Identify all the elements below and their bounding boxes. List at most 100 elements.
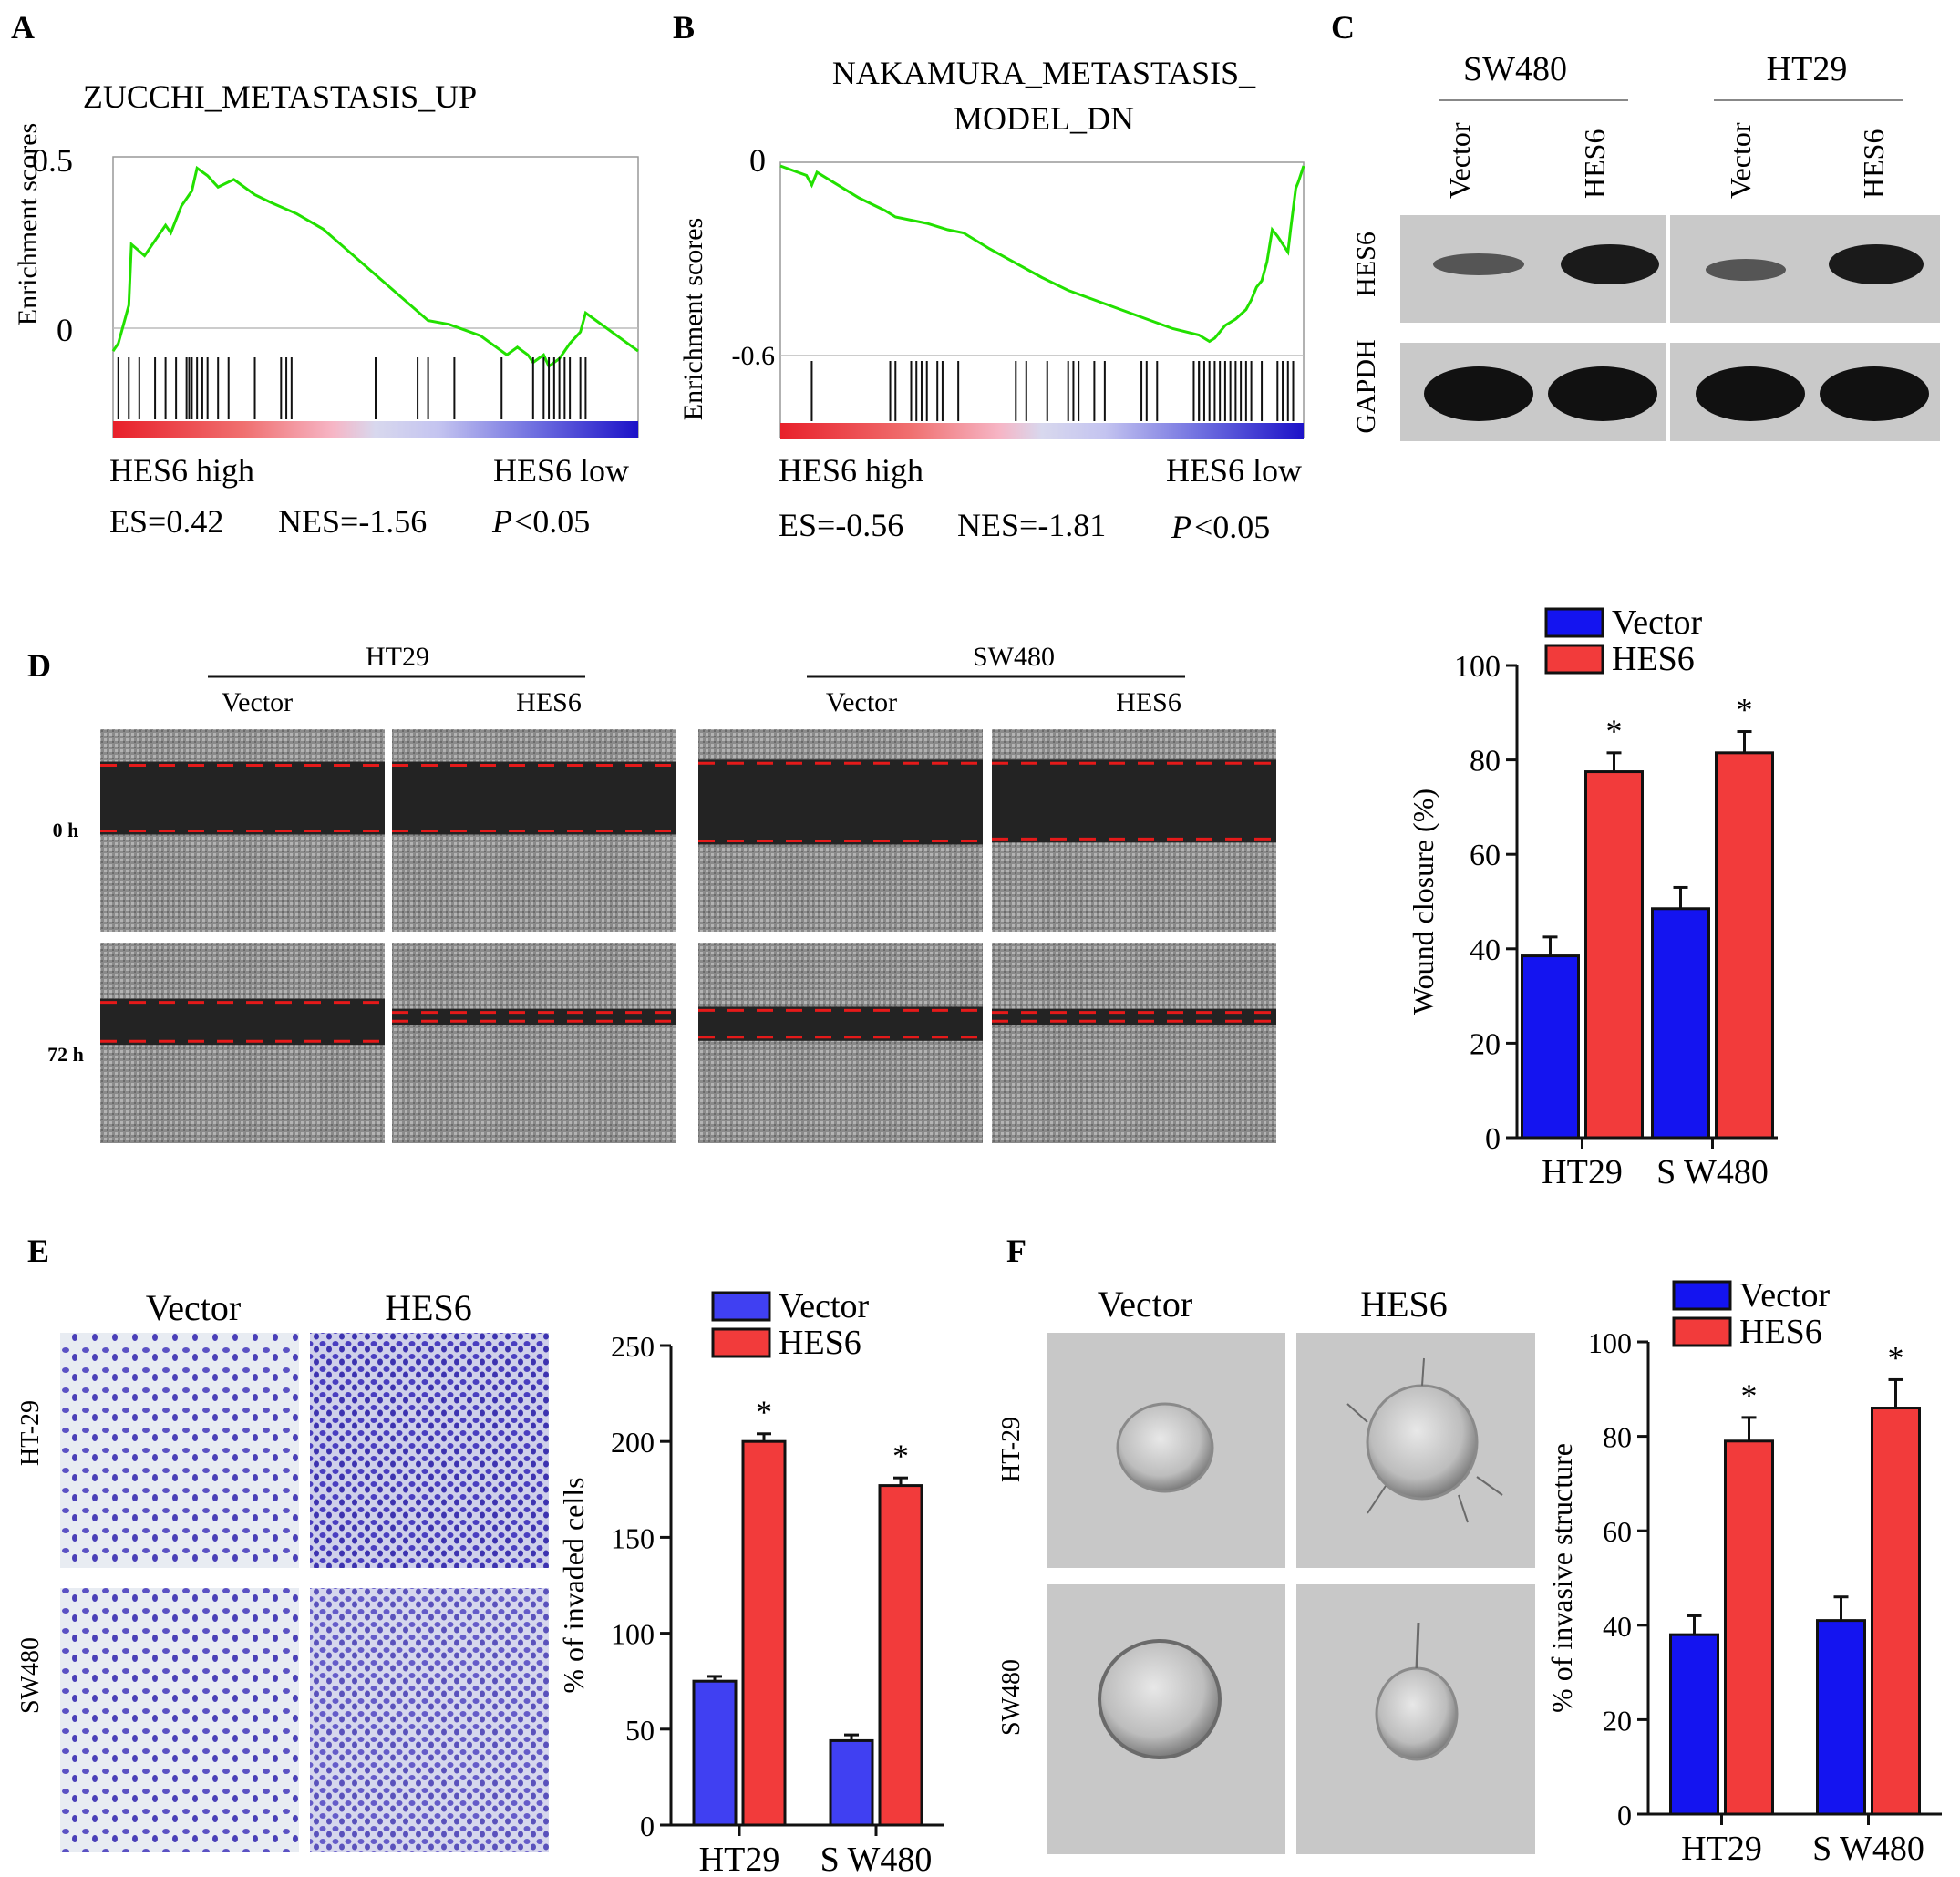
condition-label-e-vector: Vector <box>146 1287 241 1328</box>
p-label-a: P <box>491 503 512 540</box>
bar-chart-f: 0 20 40 60 80 100 % of invasive structure * HT29… <box>1545 1276 1942 1868</box>
condition-label-d-4: HES6 <box>1116 687 1181 717</box>
legend-swatch-hes6 <box>711 1327 771 1358</box>
legend-label-vector: Vector <box>779 1287 870 1325</box>
transwell-images <box>60 1333 549 1852</box>
p-value-a: <0.05 <box>514 503 590 540</box>
right-label-a: HES6 low <box>493 452 629 489</box>
panel-label-c: C <box>1331 9 1355 46</box>
y-tick-label: 60 <box>1603 1515 1632 1548</box>
nes-a: NES=-1.56 <box>278 503 427 540</box>
wound-gap <box>698 759 983 845</box>
panel-d: D HT29 SW480 Vector HES6 Vector HES6 0 h… <box>27 603 1778 1191</box>
legend-swatch-vector <box>1672 1280 1732 1311</box>
rank-bar-a <box>113 421 638 438</box>
legend-swatch-vector <box>1544 607 1604 638</box>
western-blot-hes6 <box>1400 215 1940 323</box>
ylabel-a: Enrichment scores <box>13 123 43 325</box>
row-label-e-ht29: HT-29 <box>16 1400 45 1466</box>
lane-label-c-1: Vector <box>1443 122 1476 199</box>
transwell-ht29-vector <box>60 1333 299 1568</box>
p-label-b: P <box>1171 509 1191 545</box>
legend-label-hes6: HES6 <box>779 1324 861 1362</box>
group-label-d-sw480: SW480 <box>973 642 1055 672</box>
y-tick-label: 20 <box>1603 1704 1632 1737</box>
y-tick-label: 200 <box>611 1426 655 1459</box>
lane-label-c-2: HES6 <box>1578 129 1611 199</box>
bar-vector-1 <box>829 1738 874 1827</box>
bar-chart-d: 0 20 40 60 80 100 Wound closure (%) * HT29 * S W48… <box>1407 603 1778 1191</box>
gsea-plot-b <box>779 161 1305 439</box>
scratch-assay-images <box>100 729 1276 1143</box>
left-label-b: HES6 high <box>779 452 923 489</box>
condition-label-f-vector: Vector <box>1098 1284 1192 1325</box>
y-tick-label: 80 <box>1603 1421 1632 1454</box>
condition-label-e-hes6: HES6 <box>385 1287 472 1328</box>
bar-vector-0 <box>692 1679 738 1827</box>
y-tick-label: 60 <box>1470 839 1501 872</box>
spheroid-images <box>1047 1333 1535 1854</box>
y-tick-label: 150 <box>611 1521 655 1554</box>
lane-label-c-3: Vector <box>1724 122 1757 199</box>
condition-label-d-2: HES6 <box>516 687 582 717</box>
bar-hes6-0 <box>1584 770 1644 1140</box>
enrichment-curve <box>779 164 1305 344</box>
legend-swatch-vector <box>711 1291 771 1322</box>
significance-star: * <box>1737 692 1753 728</box>
group-label-c-sw480: SW480 <box>1463 50 1567 88</box>
gsea-plot-a <box>111 156 639 438</box>
lane-label-c-4: HES6 <box>1857 129 1890 199</box>
panel-label-b: B <box>673 9 695 46</box>
y-tick-label: 40 <box>1603 1610 1632 1643</box>
x-tick-label: HT29 <box>699 1841 780 1877</box>
panel-label-d: D <box>27 647 51 684</box>
condition-label-f-hes6: HES6 <box>1360 1284 1448 1325</box>
right-label-b: HES6 low <box>1166 452 1302 489</box>
panel-b: B NAKAMURA_METASTASIS_ MODEL_DN Enrichme… <box>673 9 1305 545</box>
row-label-c-hes6: HES6 <box>1351 232 1381 297</box>
transwell-sw480-vector <box>60 1588 299 1852</box>
bar-hes6-1 <box>1871 1407 1921 1816</box>
bar-vector-1 <box>1651 907 1710 1140</box>
bar-chart-e: 0 50 100 150 200 250 % of invaded cells * HT29 * S… <box>557 1287 944 1877</box>
panel-f: F Vector HES6 HT-29 SW480 0 20 40 60 80 100 % … <box>997 1232 1942 1868</box>
panel-c: C SW480 HT29 Vector HES6 Vector HES6 HES… <box>1331 9 1940 441</box>
ylabel-b: Enrichment scores <box>678 218 708 420</box>
panel-label-a: A <box>11 9 35 46</box>
x-tick-label: HT29 <box>1681 1830 1762 1868</box>
bar-hes6-0 <box>1724 1439 1774 1816</box>
p-value-b: <0.05 <box>1194 509 1270 545</box>
es-a: ES=0.42 <box>109 503 223 540</box>
y-tick-label: 100 <box>1588 1326 1632 1359</box>
condition-label-d-1: Vector <box>222 687 293 717</box>
x-tick-label: HT29 <box>1542 1153 1623 1191</box>
transwell-sw480-hes6 <box>310 1588 549 1852</box>
bar-vector-1 <box>1816 1619 1866 1816</box>
x-tick-label: S W480 <box>1656 1153 1769 1191</box>
gsea-title-b-line1: NAKAMURA_METASTASIS_ <box>832 55 1256 91</box>
y-axis-label: Wound closure (%) <box>1407 789 1439 1015</box>
timepoint-label-0h: 0 h <box>53 819 79 841</box>
legend-label-hes6: HES6 <box>1739 1313 1822 1351</box>
panel-label-e: E <box>27 1232 49 1269</box>
y-tick-label: 0 <box>640 1810 655 1842</box>
y-tick-label: 250 <box>611 1330 655 1363</box>
scratch-tile-1-2 <box>698 943 983 1143</box>
significance-star: * <box>1888 1339 1904 1376</box>
y-tick-label: 100 <box>611 1618 655 1651</box>
group-label-c-ht29: HT29 <box>1767 50 1848 88</box>
wound-gap <box>392 761 676 835</box>
scratch-tile-1-1 <box>392 943 676 1143</box>
nes-b: NES=-1.81 <box>957 507 1106 543</box>
bar-vector-0 <box>1669 1633 1719 1816</box>
transwell-ht29-hes6 <box>310 1333 549 1568</box>
significance-star: * <box>892 1438 909 1474</box>
y-tick-label: 0 <box>1617 1799 1632 1831</box>
row-label-e-sw480: SW480 <box>16 1637 45 1714</box>
wound-gap <box>100 761 385 835</box>
enrichment-curve <box>111 165 639 369</box>
timepoint-label-72h: 72 h <box>47 1043 84 1066</box>
row-label-f-ht29: HT-29 <box>997 1417 1026 1482</box>
ytick-b-bottom: -0.6 <box>732 341 776 371</box>
